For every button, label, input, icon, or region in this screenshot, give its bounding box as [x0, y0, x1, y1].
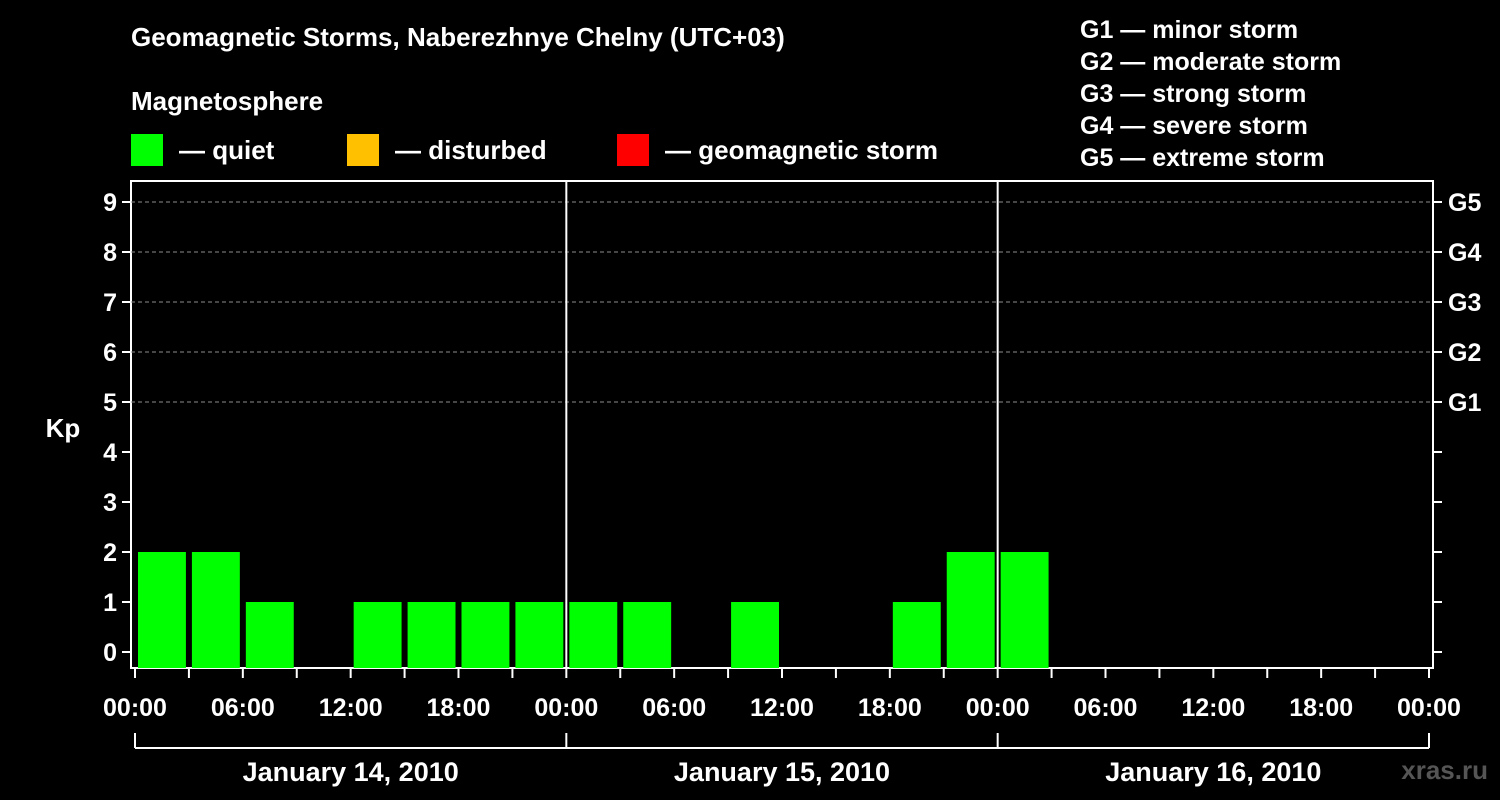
kp-bar: [731, 602, 779, 668]
kp-bar: [1000, 552, 1049, 668]
day-label: January 14, 2010: [243, 757, 459, 787]
legend-swatch-quiet: [131, 134, 163, 166]
kp-bar: [569, 602, 618, 668]
x-tick-label: 18:00: [1289, 694, 1353, 722]
legend-label-disturbed: — disturbed: [395, 134, 547, 165]
y-tick-label: 0: [103, 639, 117, 667]
storm-scale-g2: G2 — moderate storm: [1080, 48, 1342, 76]
y-axis-label: Kp: [46, 413, 81, 443]
y-tick-label: 6: [103, 339, 117, 367]
x-tick-label: 12:00: [750, 694, 814, 722]
y-tick-label: 1: [103, 589, 117, 617]
kp-bar: [407, 602, 456, 668]
storm-level-label: G3: [1448, 289, 1481, 317]
y-tick-label: 4: [103, 439, 117, 467]
y-tick-label: 5: [103, 389, 117, 417]
y-tick-label: 7: [103, 289, 117, 317]
x-tick-label: 00:00: [103, 694, 167, 722]
kp-bar: [191, 552, 240, 668]
kp-bar: [245, 602, 294, 668]
y-tick-label: 8: [103, 239, 117, 267]
storm-scale-g5: G5 — extreme storm: [1080, 144, 1325, 172]
x-tick-label: 18:00: [427, 694, 491, 722]
x-tick-label: 12:00: [1181, 694, 1245, 722]
storm-level-label: G1: [1448, 389, 1481, 417]
storm-scale-legend: G1 — minor storm G2 — moderate storm G3 …: [1080, 14, 1341, 174]
storm-scale-g1: G1 — minor storm: [1080, 16, 1299, 44]
storm-level-label: G5: [1448, 189, 1481, 217]
storm-scale-g3: G3 — strong storm: [1080, 80, 1307, 108]
x-tick-label: 00:00: [966, 694, 1030, 722]
kp-bar: [623, 602, 672, 668]
x-tick-label: 06:00: [642, 694, 706, 722]
kp-bar: [946, 552, 995, 668]
day-label: January 15, 2010: [674, 757, 890, 787]
legend-item-disturbed: — disturbed: [347, 134, 547, 166]
storm-level-label: G4: [1448, 239, 1481, 267]
day-label: January 16, 2010: [1105, 757, 1321, 787]
kp-bar: [138, 552, 186, 668]
y-tick-label: 3: [103, 489, 117, 517]
storm-level-label: G2: [1448, 339, 1481, 367]
x-tick-label: 06:00: [1074, 694, 1138, 722]
y-tick-label: 2: [103, 539, 117, 567]
x-tick-label: 00:00: [534, 694, 598, 722]
legend-label-quiet: — quiet: [179, 134, 275, 165]
x-tick-label: 00:00: [1397, 694, 1461, 722]
legend-swatch-disturbed: [347, 134, 379, 166]
storm-scale-g4: G4 — severe storm: [1080, 112, 1308, 140]
kp-bar: [353, 602, 402, 668]
y-tick-label: 9: [103, 189, 117, 217]
legend-label-storm: — geomagnetic storm: [665, 134, 939, 165]
legend-swatch-storm: [617, 134, 649, 166]
kp-bar: [892, 602, 941, 668]
chart-title: Geomagnetic Storms, Naberezhnye Chelny (…: [131, 22, 785, 52]
x-tick-label: 18:00: [858, 694, 922, 722]
x-tick-label: 06:00: [211, 694, 275, 722]
magnetosphere-heading: Magnetosphere: [131, 86, 324, 116]
legend-item-storm: — geomagnetic storm: [617, 134, 938, 166]
x-tick-label: 12:00: [319, 694, 383, 722]
watermark: xras.ru: [1401, 755, 1488, 785]
plot-frame: [130, 180, 1434, 669]
kp-bar: [515, 602, 564, 668]
legend-item-quiet: — quiet: [131, 134, 274, 166]
kp-bar: [461, 602, 510, 668]
